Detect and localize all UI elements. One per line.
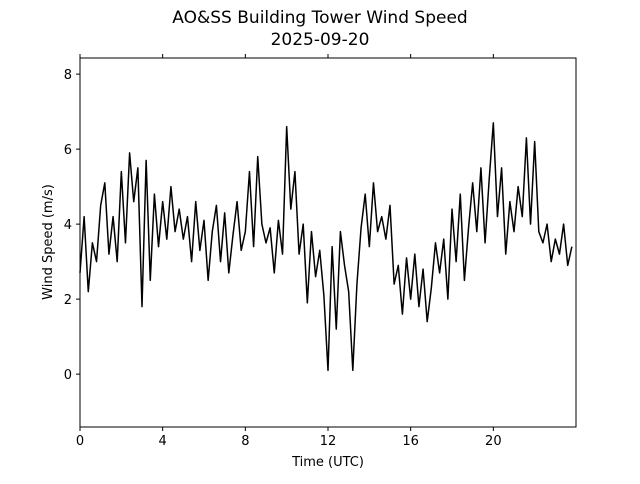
y-tick-label: 6: [64, 143, 72, 158]
x-axis-label: Time (UTC): [291, 455, 364, 470]
x-tick-label: 20: [485, 434, 502, 449]
chart-subtitle: 2025-09-20: [271, 30, 370, 50]
x-tick-label: 12: [320, 434, 337, 449]
y-tick-label: 2: [64, 293, 72, 308]
chart-title: AO&SS Building Tower Wind Speed: [172, 8, 467, 28]
x-tick-label: 4: [159, 434, 167, 449]
y-tick-label: 4: [64, 218, 72, 233]
x-tick-label: 16: [402, 434, 419, 449]
y-tick-label: 0: [64, 368, 72, 383]
y-axis-label: Wind Speed (m/s): [41, 184, 56, 300]
x-tick-label: 8: [241, 434, 249, 449]
wind-speed-line: [79, 122, 573, 372]
plot-frame: [79, 57, 577, 428]
x-tick-label: 0: [76, 434, 84, 449]
y-tick-label: 8: [64, 68, 72, 83]
